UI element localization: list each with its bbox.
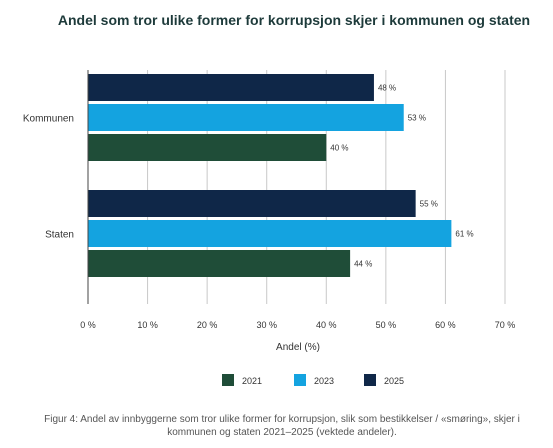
legend-swatch xyxy=(364,374,376,386)
category-label: Staten xyxy=(45,230,74,241)
x-tick-label: 10 % xyxy=(137,320,158,330)
legend-label: 2021 xyxy=(242,376,262,386)
bars xyxy=(88,74,452,277)
data-labels: 48 % 53 % 40 % 55 % 61 % 44 % xyxy=(330,84,473,269)
x-tick-label: 60 % xyxy=(435,320,456,330)
data-label: 53 % xyxy=(408,114,426,123)
legend-label: 2025 xyxy=(384,376,404,386)
x-tick-label: 70 % xyxy=(495,320,516,330)
legend-item: 2021 xyxy=(222,374,262,386)
x-tick-labels: 0 % 10 % 20 % 30 % 40 % 50 % 60 % 70 % xyxy=(80,320,515,330)
x-tick-label: 40 % xyxy=(316,320,337,330)
data-label: 61 % xyxy=(455,230,473,239)
data-label: 44 % xyxy=(354,260,372,269)
chart-title: Andel som tror ulike former for korrupsj… xyxy=(58,12,530,28)
legend: 2021 2023 2025 xyxy=(222,374,404,386)
x-axis-title: Andel (%) xyxy=(276,342,320,353)
x-tick-label: 0 % xyxy=(80,320,96,330)
x-tick-label: 20 % xyxy=(197,320,218,330)
data-label: 48 % xyxy=(378,84,396,93)
bar xyxy=(88,250,351,277)
legend-label: 2023 xyxy=(314,376,334,386)
x-tick-label: 30 % xyxy=(256,320,277,330)
figure-caption: Figur 4: Andel av innbyggerne som tror u… xyxy=(44,414,520,438)
category-labels: Kommunen Staten xyxy=(23,114,74,241)
legend-swatch xyxy=(222,374,234,386)
data-label: 40 % xyxy=(330,144,348,153)
legend-swatch xyxy=(294,374,306,386)
bar xyxy=(88,134,327,161)
category-label: Kommunen xyxy=(23,114,74,125)
x-tick-label: 50 % xyxy=(376,320,397,330)
data-label: 55 % xyxy=(420,200,438,209)
bar xyxy=(88,220,452,247)
bar xyxy=(88,74,374,101)
legend-item: 2023 xyxy=(294,374,334,386)
legend-item: 2025 xyxy=(364,374,404,386)
bar xyxy=(88,190,416,217)
bar xyxy=(88,104,404,131)
